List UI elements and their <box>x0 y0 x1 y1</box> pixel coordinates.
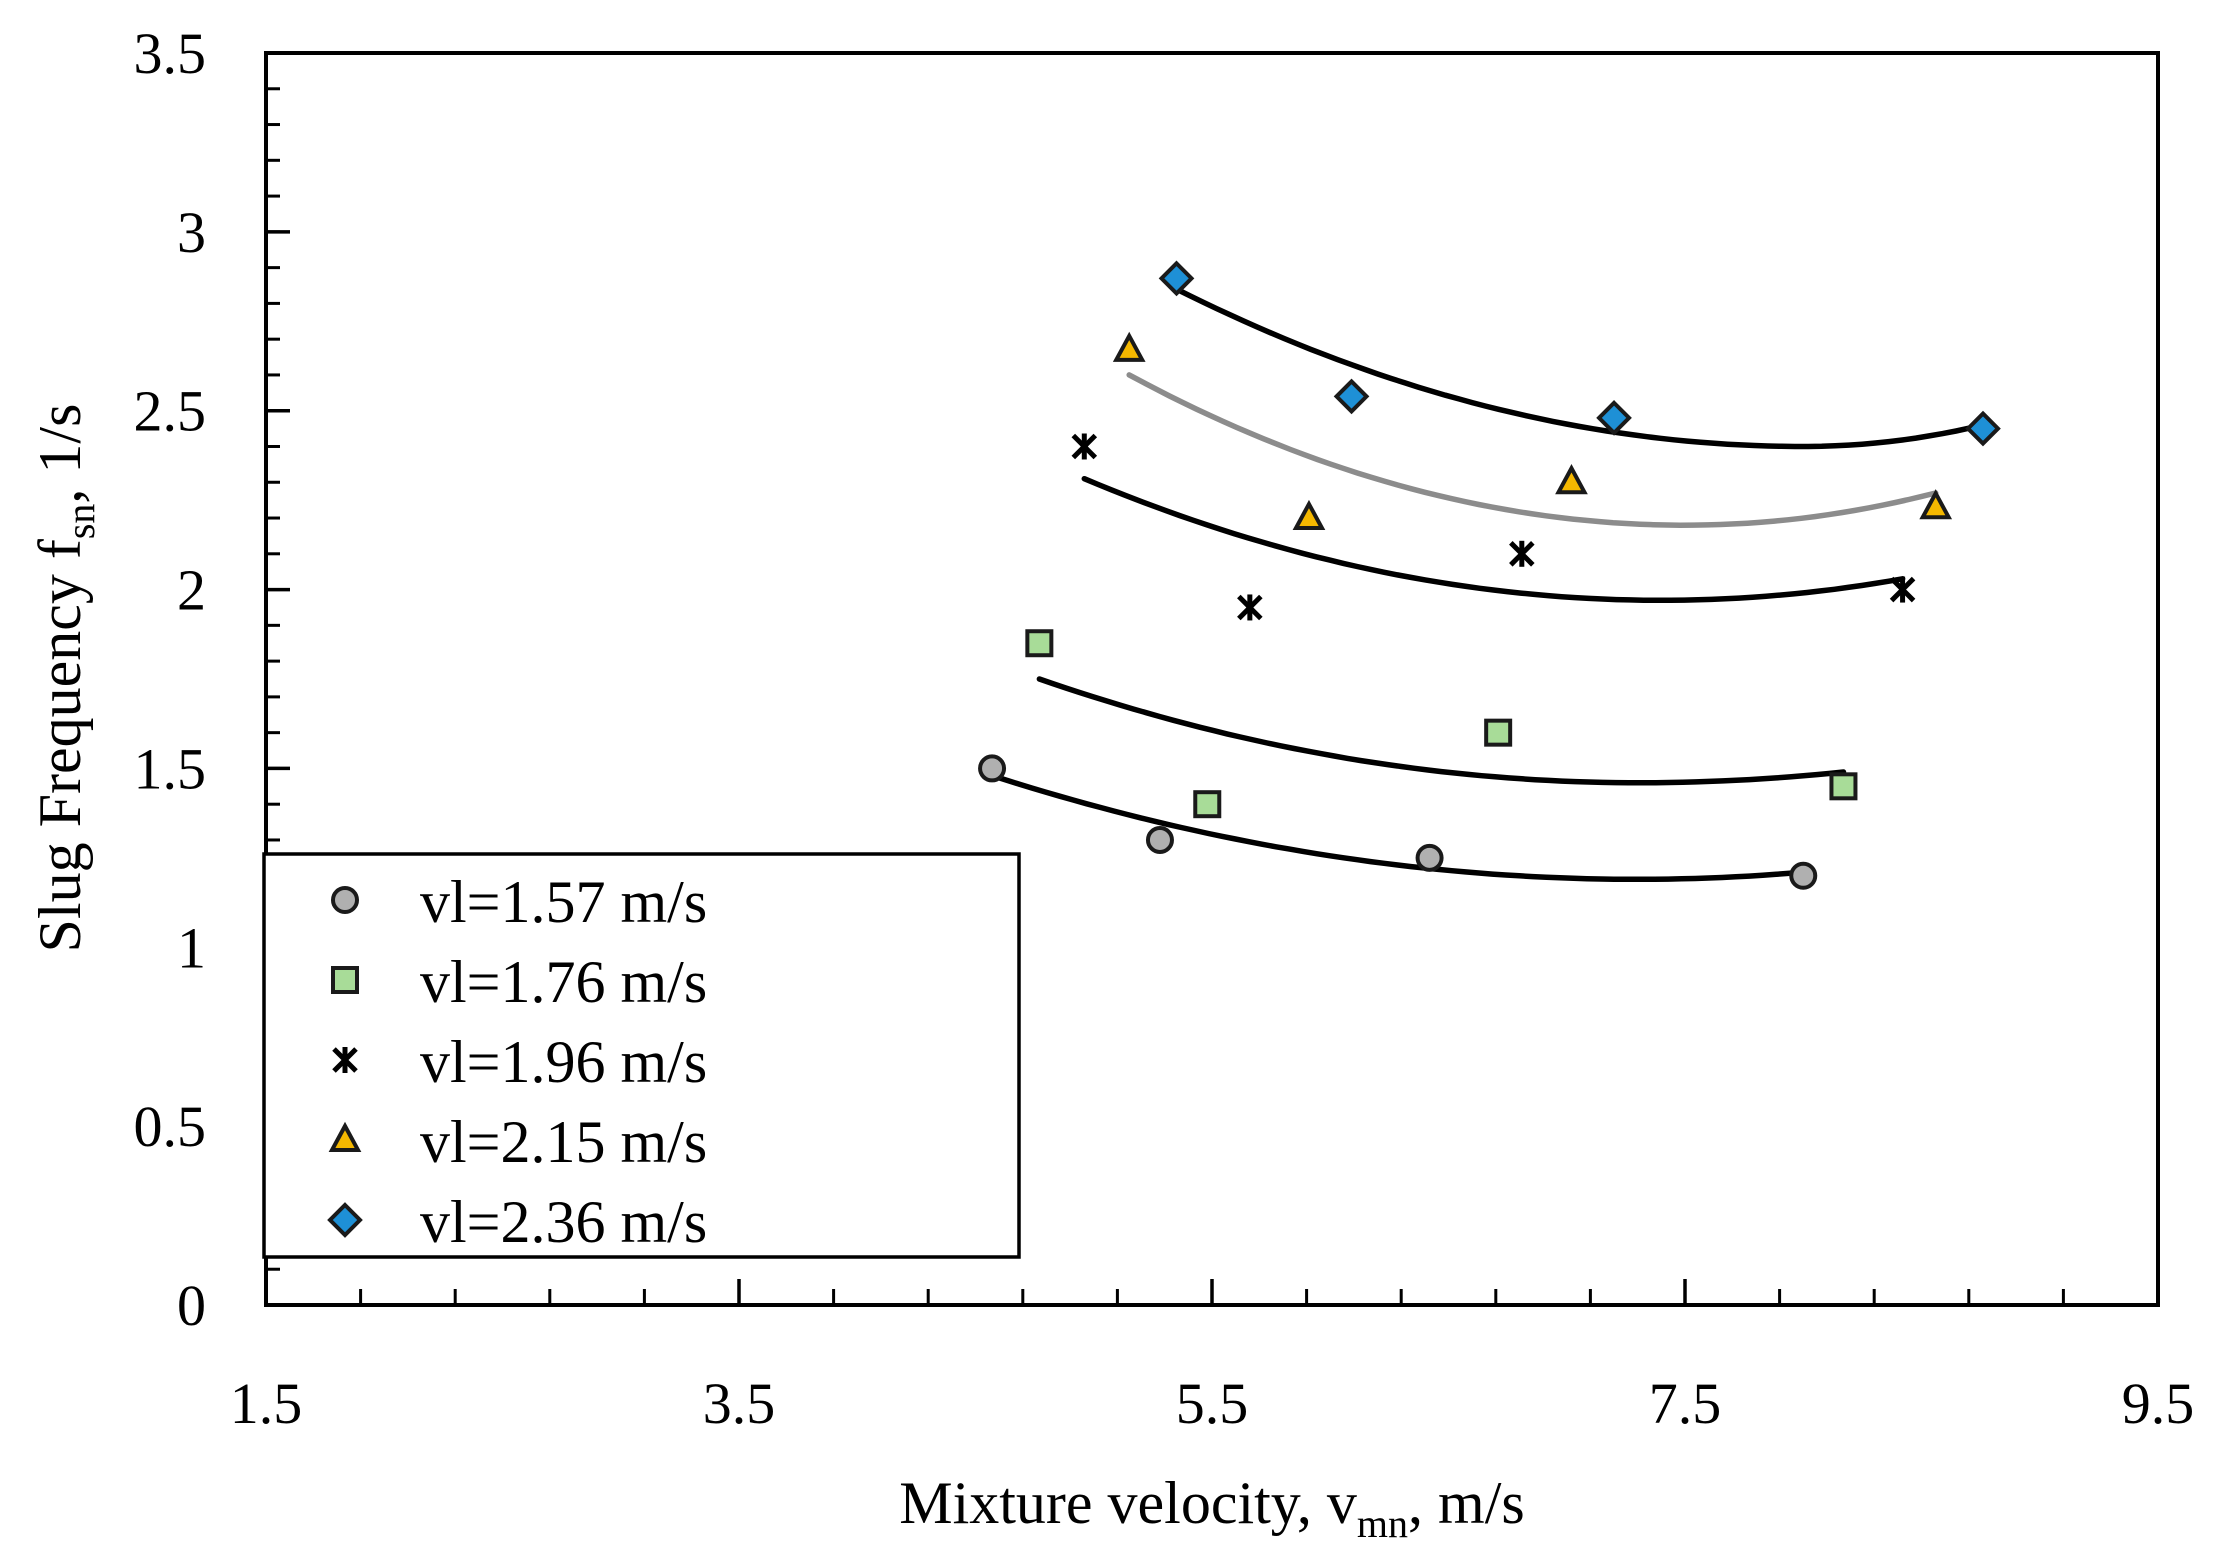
data-point <box>1484 718 1513 747</box>
data-point <box>1555 464 1588 495</box>
legend-label: vl=1.96 m/s <box>420 1029 707 1095</box>
data-point <box>1919 489 1953 520</box>
data-point <box>1193 790 1222 819</box>
data-point <box>978 754 1007 783</box>
data-point <box>1333 378 1370 415</box>
y-tick-label: 3 <box>177 200 206 265</box>
legend-box <box>262 852 1021 1259</box>
x-tick-label: 7.5 <box>1649 1371 1722 1436</box>
legend-marker <box>331 966 359 994</box>
data-point <box>1071 433 1098 460</box>
x-tick-label: 9.5 <box>2122 1371 2195 1436</box>
legend-marker <box>331 886 359 914</box>
y-tick-label: 0.5 <box>134 1094 207 1159</box>
axis-ticks: 0 0.5 1 1.5 2 2.5 3 3.5 1.5 3.5 5.5 7.5 9.5 <box>134 21 2195 1436</box>
data-point <box>1596 400 1632 436</box>
x-tick-label: 1.5 <box>230 1371 303 1436</box>
trend-line-3 <box>1081 475 1906 604</box>
x-tick-label: 3.5 <box>703 1371 776 1436</box>
y-tick-label: 1.5 <box>134 736 207 801</box>
y-tick-label: 1 <box>177 915 206 980</box>
legend-label: vl=1.76 m/s <box>420 949 707 1015</box>
legend-label: vl=2.15 m/s <box>420 1109 707 1175</box>
data-point <box>1237 594 1263 621</box>
trend-line-1 <box>989 772 1807 883</box>
legend-label: vl=2.36 m/s <box>420 1189 707 1255</box>
trend-line-4 <box>1126 372 1939 528</box>
legend-marker <box>327 1202 363 1238</box>
y-tick-label: 3.5 <box>134 21 207 86</box>
legend-marker <box>328 1121 362 1152</box>
data-point <box>1025 629 1054 658</box>
y-tick-label: 2 <box>177 558 206 623</box>
legend: vl=1.57 m/s vl=1.76 m/s vl=1.96 m/s vl=2.15… <box>262 852 1021 1259</box>
data-point <box>1112 331 1146 362</box>
data-point <box>1509 540 1535 567</box>
legend-label: vl=1.57 m/s <box>420 869 707 935</box>
data-point <box>1829 772 1858 801</box>
x-axis-title: Mixture velocity, vmn, m/s <box>899 1470 1525 1546</box>
legend-marker <box>332 1047 358 1073</box>
data-point <box>1889 576 1916 603</box>
y-tick-label: 0 <box>177 1273 206 1338</box>
trend-line-2 <box>1036 676 1847 786</box>
data-point <box>1965 410 2001 447</box>
data-point <box>1292 499 1326 531</box>
data-point <box>1415 843 1444 872</box>
data-points <box>978 260 2001 890</box>
trend-line-5 <box>1173 286 1986 450</box>
x-tick-label: 5.5 <box>1176 1371 1249 1436</box>
trend-lines <box>989 286 1986 883</box>
data-point <box>1145 825 1174 854</box>
data-point <box>1158 260 1195 297</box>
data-point <box>1789 861 1818 890</box>
y-axis-title: Slug Frequency fsn, 1/s <box>27 404 103 953</box>
y-tick-label: 2.5 <box>134 379 207 444</box>
